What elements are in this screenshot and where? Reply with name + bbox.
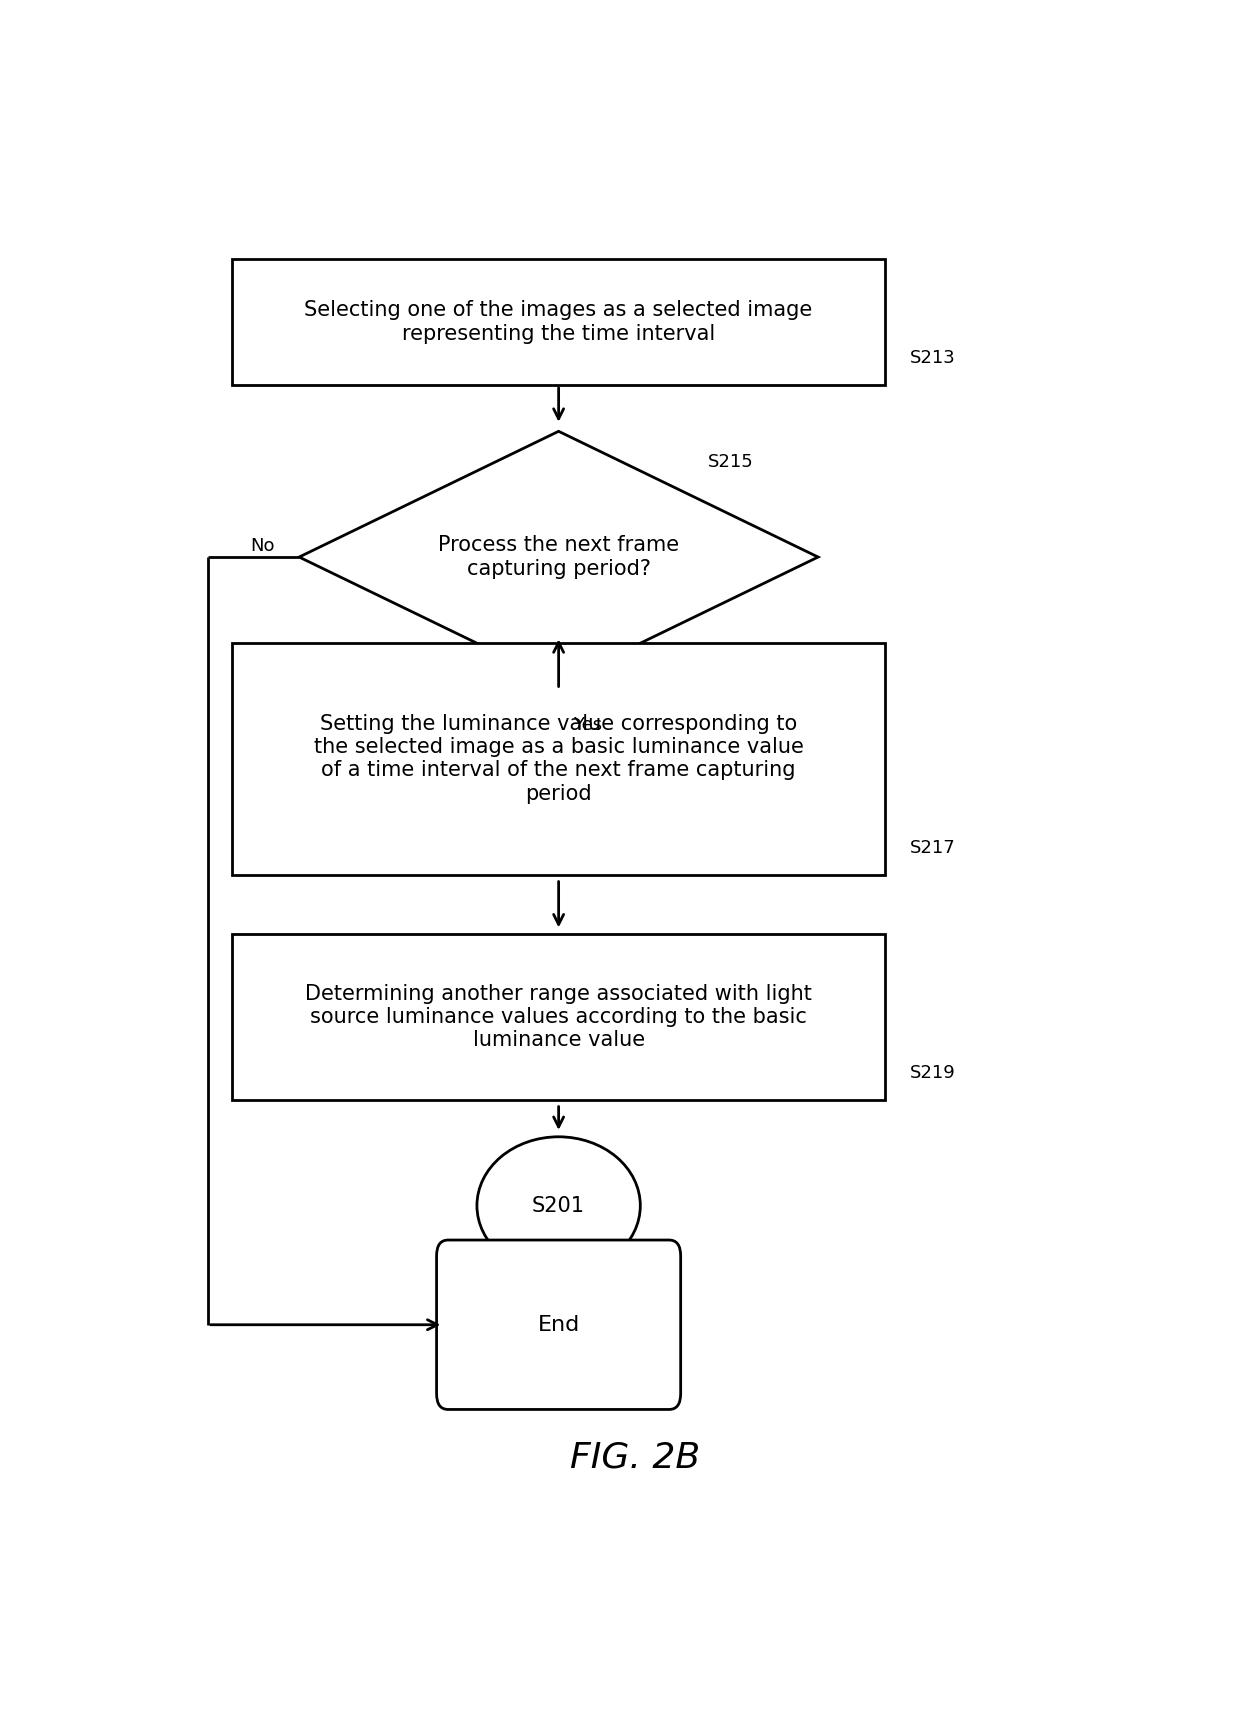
Text: S219: S219 [909,1064,955,1083]
Ellipse shape [477,1136,640,1274]
Text: Process the next frame
capturing period?: Process the next frame capturing period? [438,535,680,579]
Text: Selecting one of the images as a selected image
representing the time interval: Selecting one of the images as a selecte… [305,301,812,344]
Text: S215: S215 [708,452,754,471]
Text: Setting the luminance value corresponding to
the selected image as a basic lumin: Setting the luminance value correspondin… [314,713,804,804]
Text: Yes: Yes [573,715,601,734]
Polygon shape [299,431,818,682]
Text: S201: S201 [532,1196,585,1215]
Text: S213: S213 [909,349,955,368]
FancyBboxPatch shape [232,643,885,875]
Text: S217: S217 [909,839,955,858]
Text: End: End [537,1315,580,1334]
FancyBboxPatch shape [232,933,885,1100]
Text: Determining another range associated with light
source luminance values accordin: Determining another range associated wit… [305,983,812,1050]
Text: FIG. 2B: FIG. 2B [570,1441,701,1475]
FancyBboxPatch shape [232,260,885,385]
Text: No: No [250,538,275,555]
FancyBboxPatch shape [436,1239,681,1410]
